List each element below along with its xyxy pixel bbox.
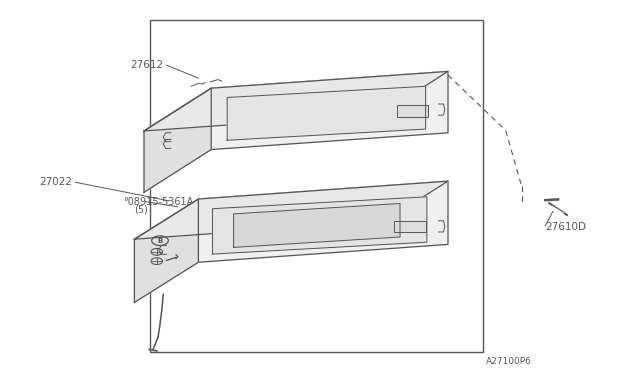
Polygon shape xyxy=(227,86,426,140)
Bar xyxy=(150,20,483,352)
Text: 27610D: 27610D xyxy=(545,222,586,232)
Text: 27612: 27612 xyxy=(131,60,164,70)
Text: (5): (5) xyxy=(134,204,148,214)
Polygon shape xyxy=(198,181,448,262)
Polygon shape xyxy=(234,203,400,247)
Text: 27063A: 27063A xyxy=(146,248,186,258)
Text: B: B xyxy=(157,238,163,244)
Polygon shape xyxy=(144,71,448,131)
Text: A27100P6: A27100P6 xyxy=(486,357,532,366)
Text: 27022: 27022 xyxy=(40,177,73,187)
Bar xyxy=(394,221,426,232)
Polygon shape xyxy=(134,181,448,239)
Polygon shape xyxy=(144,88,211,192)
Text: °08915-5361A: °08915-5361A xyxy=(123,197,193,206)
Bar xyxy=(397,105,428,117)
Text: 27613: 27613 xyxy=(155,256,188,266)
Polygon shape xyxy=(134,199,198,302)
Polygon shape xyxy=(211,71,448,150)
Polygon shape xyxy=(212,197,427,254)
